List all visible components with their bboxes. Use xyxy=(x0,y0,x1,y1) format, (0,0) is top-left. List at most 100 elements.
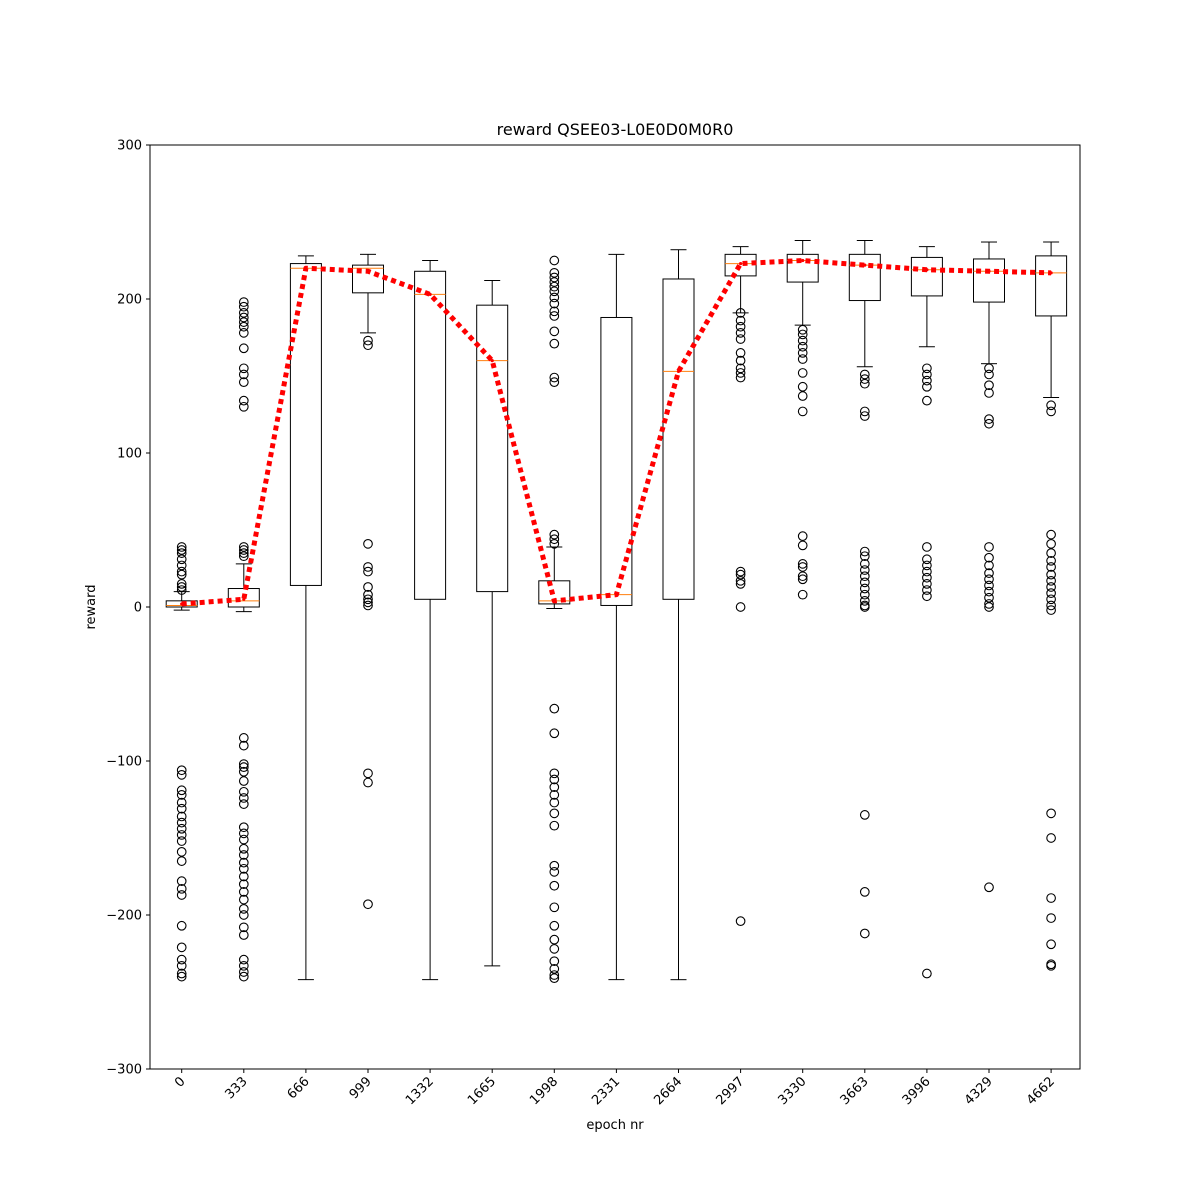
outlier-point xyxy=(549,326,560,337)
outlier-point xyxy=(549,973,560,983)
outlier-point xyxy=(176,811,187,822)
box-3996 xyxy=(910,246,943,979)
outlier-point xyxy=(797,574,808,585)
outlier-point xyxy=(549,255,560,266)
outlier-point xyxy=(797,562,808,572)
trend-point xyxy=(428,292,432,296)
outlier-point xyxy=(549,281,560,292)
outlier-point xyxy=(735,602,746,612)
outlier-point xyxy=(363,597,373,608)
outlier-point xyxy=(735,372,746,383)
outlier-point xyxy=(549,808,560,819)
outlier-point xyxy=(984,882,994,893)
box-body xyxy=(662,278,695,600)
outlier-point xyxy=(859,551,870,562)
outlier-point xyxy=(363,562,373,572)
box-1332 xyxy=(414,260,447,981)
outlier-point xyxy=(984,388,994,398)
outlier-point xyxy=(363,594,373,605)
outlier-point xyxy=(735,368,746,378)
outlier-point xyxy=(735,579,746,589)
outlier-point xyxy=(859,559,870,569)
outlier-point xyxy=(549,867,560,877)
outlier-point xyxy=(797,540,808,551)
box-body xyxy=(538,580,571,605)
outlier-point xyxy=(238,766,249,777)
outlier-point xyxy=(859,595,870,606)
outlier-point xyxy=(797,531,808,542)
outlier-point xyxy=(363,340,373,351)
box-333 xyxy=(227,297,260,982)
outlier-point xyxy=(1046,939,1056,950)
outlier-point xyxy=(549,860,560,871)
outlier-point xyxy=(1046,600,1056,611)
outlier-point xyxy=(922,554,932,565)
trend-point xyxy=(739,261,743,266)
outlier-point xyxy=(238,377,249,388)
outlier-point xyxy=(238,363,249,374)
outlier-point xyxy=(238,369,249,380)
outlier-point xyxy=(176,836,187,846)
outlier-point xyxy=(549,286,560,297)
outlier-point xyxy=(176,797,187,808)
outlier-point xyxy=(1046,548,1056,558)
outlier-point xyxy=(549,797,560,808)
outlier-point xyxy=(238,879,249,890)
trend-point xyxy=(863,263,867,267)
outlier-point xyxy=(1046,913,1056,923)
outlier-point xyxy=(238,343,249,354)
outlier-point xyxy=(176,890,187,900)
outlier-point xyxy=(176,560,187,571)
box-2331 xyxy=(600,253,633,981)
outlier-point xyxy=(176,920,187,931)
y-tick-label: 200 xyxy=(117,293,142,308)
trend-point xyxy=(490,359,494,363)
outlier-point xyxy=(984,380,994,391)
outlier-point xyxy=(176,817,187,828)
outlier-point xyxy=(859,571,870,582)
outlier-point xyxy=(859,928,870,939)
outlier-point xyxy=(797,391,808,401)
box-body xyxy=(973,258,1005,303)
outlier-point xyxy=(238,542,249,552)
outlier-point xyxy=(176,942,187,953)
outlier-point xyxy=(238,828,249,839)
outlier-point xyxy=(238,857,249,868)
outlier-point xyxy=(859,369,870,380)
outlier-point xyxy=(176,790,187,800)
outlier-point xyxy=(549,728,560,739)
outlier-point xyxy=(549,934,560,945)
outlier-point xyxy=(238,910,249,920)
outlier-point xyxy=(176,566,187,577)
outlier-point xyxy=(238,786,249,797)
outlier-point xyxy=(549,880,560,891)
outlier-point xyxy=(176,765,187,776)
outlier-point xyxy=(1046,808,1056,819)
outlier-point xyxy=(363,899,373,910)
outlier-point xyxy=(984,574,994,585)
outlier-point xyxy=(549,338,560,349)
outlier-point xyxy=(549,970,560,980)
box-body xyxy=(1035,255,1068,317)
outlier-point xyxy=(735,315,746,326)
trend-point xyxy=(801,258,805,263)
outlier-point xyxy=(363,589,373,600)
outlier-point xyxy=(549,298,560,309)
outlier-point xyxy=(797,381,808,392)
box-body xyxy=(289,263,322,586)
outlier-point xyxy=(238,297,249,307)
outlier-point xyxy=(176,847,187,857)
outlier-point xyxy=(363,539,373,549)
box-body xyxy=(786,253,819,283)
outlier-point xyxy=(238,740,249,751)
outlier-point xyxy=(549,790,560,800)
outlier-point xyxy=(238,887,249,897)
outlier-point xyxy=(176,554,187,565)
outlier-point xyxy=(984,580,994,591)
outlier-point xyxy=(549,539,560,549)
outlier-point xyxy=(735,355,746,366)
y-tick-label: 0 xyxy=(134,601,142,616)
box-0 xyxy=(165,542,198,982)
outlier-point xyxy=(797,368,808,378)
